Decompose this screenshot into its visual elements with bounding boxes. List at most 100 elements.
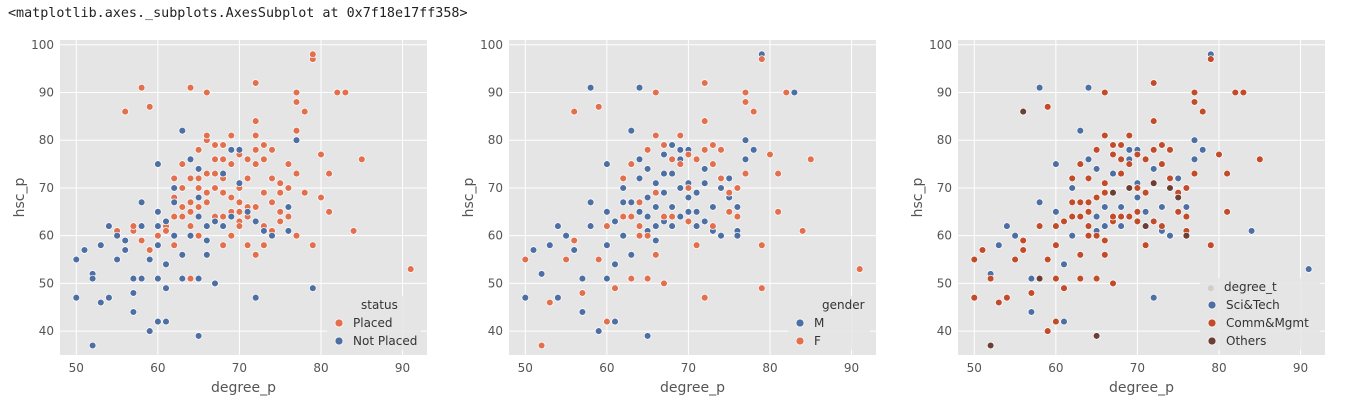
scatter-point bbox=[251, 203, 260, 211]
scatter-point bbox=[260, 227, 268, 235]
scatter-point bbox=[611, 317, 619, 326]
scatter-point bbox=[1084, 231, 1093, 240]
scatter-point bbox=[162, 227, 170, 235]
scatter-point bbox=[154, 241, 162, 249]
scatter-point bbox=[725, 188, 733, 197]
scatter-point bbox=[203, 198, 211, 207]
scatter-point bbox=[1092, 332, 1101, 340]
x-tick-label: 70 bbox=[681, 361, 696, 375]
scatter-point bbox=[1060, 284, 1068, 292]
scatter-point bbox=[1043, 255, 1052, 264]
scatter-point bbox=[627, 126, 636, 135]
scatter-point bbox=[717, 231, 725, 240]
scatter-point bbox=[292, 169, 301, 178]
scatter-point bbox=[178, 160, 187, 168]
scatter-point bbox=[1182, 231, 1191, 240]
y-tick-label: 90 bbox=[39, 86, 54, 100]
scatter-point bbox=[219, 169, 227, 178]
scatter-point bbox=[1125, 131, 1134, 140]
scatter-point bbox=[186, 198, 195, 207]
scatter-point bbox=[1101, 236, 1109, 245]
scatter-point bbox=[603, 160, 611, 168]
scatter-point bbox=[284, 160, 293, 168]
scatter-point bbox=[358, 155, 366, 164]
scatter-point bbox=[1133, 184, 1142, 192]
x-tick-label: 80 bbox=[762, 361, 777, 375]
scatter-point bbox=[652, 188, 660, 197]
scatter-point bbox=[717, 184, 725, 192]
scatter-point bbox=[178, 251, 187, 259]
scatter-point bbox=[194, 212, 203, 221]
x-tick-label: 60 bbox=[150, 361, 165, 375]
scatter-point bbox=[1207, 241, 1215, 249]
scatter-point bbox=[1084, 83, 1093, 92]
scatter-point bbox=[243, 155, 252, 164]
scatter-point bbox=[774, 169, 782, 178]
scatter-point bbox=[243, 208, 252, 216]
scatter-point bbox=[186, 231, 195, 240]
x-axis-label: degree_p bbox=[1109, 380, 1174, 396]
scatter-point bbox=[170, 198, 178, 207]
scatter-point bbox=[1117, 141, 1125, 149]
scatter-point bbox=[717, 174, 725, 183]
scatter-point bbox=[268, 198, 276, 207]
scatter-point bbox=[603, 241, 611, 249]
scatter-point bbox=[758, 55, 766, 63]
scatter-point bbox=[1198, 107, 1207, 116]
scatter-point bbox=[766, 150, 774, 159]
scatter-point bbox=[251, 117, 260, 125]
scatter-point bbox=[643, 231, 652, 240]
scatter-point bbox=[243, 241, 252, 249]
scatter-point bbox=[782, 88, 791, 97]
x-tick-label: 50 bbox=[518, 361, 533, 375]
scatter-point bbox=[1149, 165, 1158, 173]
x-tick-label: 90 bbox=[395, 361, 410, 375]
y-tick-label: 60 bbox=[937, 229, 952, 243]
scatter-point bbox=[1149, 79, 1158, 87]
legend-marker bbox=[795, 318, 805, 328]
scatter-point bbox=[309, 241, 317, 249]
scatter-point bbox=[611, 260, 619, 269]
scatter-point bbox=[284, 212, 293, 221]
scatter-point bbox=[178, 212, 187, 221]
scatter-point bbox=[635, 174, 644, 183]
scatter-point bbox=[1043, 103, 1052, 111]
scatter-point bbox=[1174, 193, 1182, 202]
scatter-point bbox=[178, 126, 187, 135]
scatter-point bbox=[1166, 184, 1174, 192]
scatter-point bbox=[129, 308, 138, 316]
scatter-point bbox=[227, 231, 236, 240]
legend-entry-label: Comm&Mgmt bbox=[1226, 316, 1309, 330]
scatter-point bbox=[1231, 88, 1240, 97]
scatter-point bbox=[709, 203, 717, 211]
scatter-point bbox=[668, 141, 676, 149]
y-tick-label: 70 bbox=[39, 181, 54, 195]
scatter-point bbox=[709, 141, 717, 149]
scatter-point bbox=[554, 222, 562, 230]
scatter-point bbox=[1060, 217, 1068, 226]
scatter-point bbox=[235, 198, 244, 207]
scatter-point bbox=[97, 241, 105, 249]
scatter-point bbox=[635, 208, 644, 216]
scatter-point bbox=[676, 160, 685, 168]
scatter-point bbox=[260, 241, 268, 249]
legend-title: degree_t bbox=[1224, 280, 1277, 294]
scatter-point bbox=[1003, 293, 1011, 302]
scatter-point bbox=[145, 327, 154, 335]
scatter-point bbox=[700, 179, 709, 187]
output-repr-text: <matplotlib.axes._subplots.AxesSubplot a… bbox=[8, 6, 468, 21]
scatter-point bbox=[1166, 231, 1174, 240]
scatter-point bbox=[284, 227, 293, 235]
scatter-point bbox=[1149, 146, 1158, 154]
scatter-point bbox=[1084, 174, 1093, 183]
scatter-point bbox=[1092, 146, 1101, 154]
scatter-point bbox=[194, 203, 203, 211]
scatter-point bbox=[170, 212, 178, 221]
scatter-point bbox=[194, 165, 203, 173]
scatter-point bbox=[309, 50, 317, 59]
scatter-point bbox=[570, 236, 578, 245]
scatter-point bbox=[300, 188, 309, 197]
scatter-point bbox=[121, 246, 129, 254]
scatter-point bbox=[741, 136, 750, 144]
legend-entry-label: Placed bbox=[353, 316, 393, 330]
